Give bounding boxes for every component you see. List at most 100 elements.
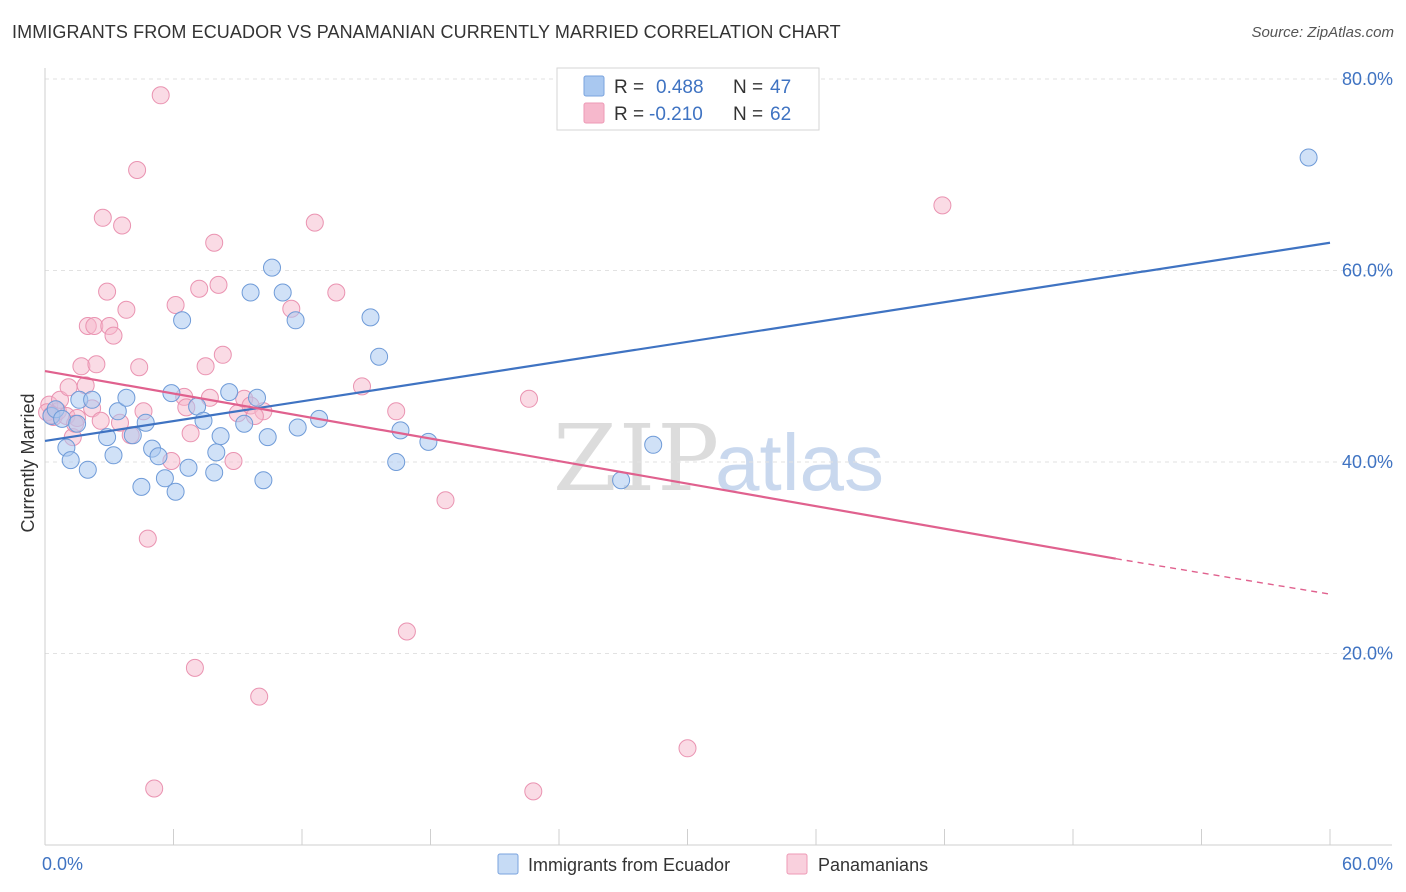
panamanian-point (113, 216, 132, 235)
panamanian-point (250, 687, 269, 706)
legend-n-value-ecuador: 47 (770, 77, 791, 98)
ecuador-point (220, 383, 239, 402)
y-tick-label: 20.0% (1342, 644, 1393, 664)
ecuador-point (179, 458, 198, 477)
legend-n-label: N = (733, 104, 763, 125)
ecuador-point (211, 427, 230, 446)
legend-swatch-panamanians (583, 102, 605, 124)
panamanian-point (130, 358, 149, 377)
legend-r-label: R = (614, 104, 644, 125)
ecuador-point (370, 347, 389, 366)
legend-swatch-ecuador (583, 75, 605, 97)
ecuador-point (419, 432, 438, 451)
ecuador-point (258, 428, 277, 447)
ecuador-point (263, 258, 281, 277)
bottom-legend-label-panamanians: Panamanians (818, 855, 928, 875)
panamanian-point (138, 529, 157, 548)
panamanian-point (209, 275, 228, 294)
y-tick-label: 80.0% (1342, 69, 1393, 89)
bottom-legend-label-ecuador: Immigrants from Ecuador (528, 855, 730, 875)
ecuador-point (68, 414, 87, 433)
ecuador-point (166, 482, 185, 501)
tick-labels: 20.0% 40.0% 60.0% 80.0% 0.0% 60.0% (42, 69, 1393, 874)
ecuador-point (207, 443, 226, 462)
ecuador-point (205, 463, 224, 482)
panamanian-point (128, 161, 147, 179)
y-tick-label: 40.0% (1342, 452, 1393, 472)
panamanian-point (87, 355, 106, 374)
panamanian-point (213, 345, 232, 364)
panamanian-point (327, 283, 346, 302)
ecuador-point (155, 469, 174, 488)
source-credit: Source: ZipAtlas.com (1251, 24, 1394, 41)
ecuador-point (61, 451, 80, 470)
panamanian-point (145, 779, 164, 798)
panamanian-point (166, 296, 185, 314)
gridlines (45, 78, 1392, 654)
panamanian-point (151, 86, 170, 105)
ecuador-point (53, 409, 72, 428)
panamanian-trend-extension (1115, 558, 1331, 595)
ecuador-point (1299, 148, 1318, 167)
legend-r-value-panamanians: -0.210 (649, 104, 703, 125)
panamanian-point (387, 402, 406, 421)
x-tick-label: 60.0% (1342, 854, 1393, 874)
legend-n-label: N = (733, 77, 763, 98)
panamanian-point (104, 326, 123, 345)
panamanian-trend-line (44, 369, 1117, 560)
axes (44, 68, 1392, 846)
panamanian-point (196, 357, 215, 376)
trend-lines (44, 241, 1331, 595)
ecuador-point (644, 435, 663, 454)
panamanian-point (305, 213, 324, 232)
ecuador-point (391, 421, 410, 440)
legend-r-value-ecuador: 0.488 (656, 77, 704, 98)
panamanian-point (436, 491, 455, 510)
panamanian-point (678, 739, 697, 758)
ecuador-point (235, 414, 254, 433)
ecuador-point (273, 283, 292, 302)
y-tick-label: 60.0% (1342, 261, 1393, 281)
ecuador-point (361, 308, 380, 327)
ecuador-point (132, 477, 151, 496)
ecuador-point (78, 460, 97, 479)
panamanian-point (72, 357, 91, 376)
ecuador-point (149, 447, 168, 466)
ecuador-point (387, 453, 406, 471)
panamanian-point (91, 411, 110, 430)
ecuador-point (241, 283, 260, 302)
ecuador-point (136, 413, 155, 432)
x-tick-label: 0.0% (42, 854, 83, 874)
ecuador-point (612, 471, 631, 490)
ecuador-point (288, 418, 307, 437)
panamanian-point (85, 317, 104, 335)
legend-n-value-panamanians: 62 (770, 104, 791, 125)
chart-title: IMMIGRANTS FROM ECUADOR VS PANAMANIAN CU… (12, 22, 841, 42)
bottom-legend-swatch-ecuador (497, 853, 519, 875)
panamanian-point (933, 196, 952, 215)
ecuador-point (104, 446, 123, 465)
panamanian-point (93, 208, 112, 227)
correlation-legend: R = 0.488 N = 47 R = -0.210 N = 62 (556, 67, 820, 131)
panamanian-point (524, 782, 543, 801)
panamanian-point (98, 282, 117, 301)
ecuador-point (286, 311, 305, 330)
ecuador-point (248, 388, 266, 407)
series-legend: Immigrants from Ecuador Panamanians (497, 853, 928, 875)
panamanian-point (185, 658, 204, 677)
panamanian-point (190, 279, 209, 298)
panamanian-point (397, 622, 416, 641)
y-axis-label: Currently Married (18, 393, 38, 532)
bottom-legend-swatch-panamanians (786, 853, 808, 875)
ecuador-point (173, 311, 192, 330)
panamanian-point (181, 424, 200, 443)
legend-r-label: R = (614, 77, 644, 98)
panamanian-point (117, 300, 136, 319)
ecuador-point (83, 390, 102, 409)
panamanian-point (224, 452, 243, 470)
panamanian-point (205, 233, 224, 252)
ecuador-point (254, 471, 273, 490)
ecuador-point (117, 388, 136, 407)
ecuador-point (108, 402, 127, 421)
